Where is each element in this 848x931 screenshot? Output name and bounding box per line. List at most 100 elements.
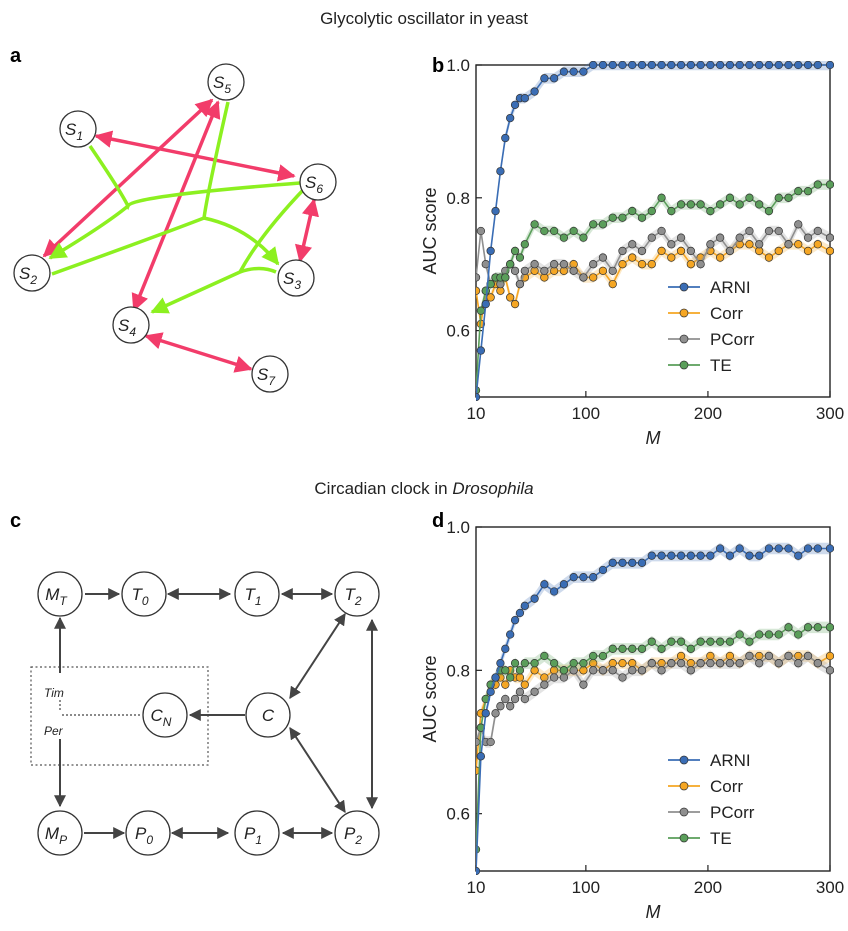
network-a-node-s4: S4	[112, 306, 150, 344]
data-point	[667, 61, 676, 70]
data-point	[813, 61, 822, 70]
node-label: S5	[213, 73, 231, 96]
legend-marker	[679, 781, 689, 791]
data-point	[589, 273, 598, 282]
series-band	[476, 238, 830, 330]
data-point	[598, 266, 608, 275]
data-point	[510, 694, 520, 704]
series-corr	[476, 238, 834, 330]
network-c-node-t0: T0	[121, 571, 167, 617]
data-point	[510, 266, 520, 275]
data-point	[559, 260, 569, 269]
data-point	[506, 630, 515, 639]
node-label-base: T	[344, 585, 356, 604]
legend: ARNI Corr PCorr TE	[668, 751, 755, 848]
node-label-sub: 2	[354, 594, 362, 608]
data-point	[764, 544, 774, 553]
data-point	[784, 61, 793, 70]
data-point	[696, 200, 705, 209]
panel-label-b: b	[432, 55, 444, 77]
data-point	[608, 61, 617, 70]
legend-marker	[679, 755, 689, 765]
x-axis-label: M	[646, 428, 661, 448]
data-point	[637, 666, 647, 675]
data-point	[667, 551, 676, 560]
data-point	[794, 551, 803, 560]
y-tick-label: 1.0	[446, 56, 470, 75]
data-point	[530, 260, 539, 269]
node-label: C	[262, 706, 275, 725]
data-point	[530, 594, 539, 603]
data-point	[515, 666, 525, 675]
node-label-sub: T	[59, 594, 68, 608]
data-point	[745, 61, 754, 70]
data-point	[676, 246, 686, 256]
node-circle	[112, 306, 150, 344]
series-pcorr	[476, 650, 834, 748]
network-c-node-p0: P0	[125, 810, 171, 856]
series-te	[476, 179, 834, 396]
data-point	[755, 200, 764, 209]
data-point	[647, 233, 656, 242]
data-point	[589, 260, 598, 269]
data-point	[510, 659, 520, 668]
data-point	[608, 666, 617, 675]
data-point	[618, 61, 627, 70]
data-point	[686, 200, 695, 209]
data-point	[501, 273, 510, 282]
top-title: Glycolytic oscillator in yeast	[320, 9, 528, 28]
node-label-base: S	[65, 120, 77, 139]
network-c-node-p2: P2	[334, 810, 380, 856]
data-point	[515, 279, 525, 289]
data-point	[706, 659, 715, 668]
node-label: S2	[19, 264, 37, 287]
data-point	[825, 61, 834, 70]
data-point	[589, 666, 598, 675]
node-circle	[334, 810, 380, 856]
data-point	[813, 180, 822, 189]
data-point	[476, 286, 481, 295]
network-a-node-s2: S2	[13, 254, 51, 292]
series-te	[476, 621, 834, 856]
data-point	[549, 226, 559, 236]
edge-s4-s7	[144, 332, 253, 373]
data-point	[715, 544, 725, 553]
data-point	[686, 61, 695, 70]
data-point	[481, 299, 490, 309]
node-label-base: P	[135, 824, 147, 843]
data-point	[764, 651, 774, 661]
data-point	[510, 299, 520, 309]
edge-branch-s3	[203, 216, 280, 266]
node-label: S3	[283, 269, 301, 292]
edge-branch-s2	[48, 204, 130, 260]
data-point	[628, 253, 637, 262]
data-point	[579, 659, 588, 668]
data-point	[825, 623, 834, 632]
legend-marker	[679, 833, 689, 843]
data-point	[530, 687, 539, 696]
data-point	[510, 100, 520, 109]
legend-label: Corr	[710, 304, 743, 323]
data-point	[618, 213, 627, 222]
x-tick-label: 200	[694, 878, 722, 897]
data-point	[520, 601, 529, 610]
data-point	[608, 213, 617, 222]
node-circle	[207, 63, 245, 101]
legend-label: TE	[710, 356, 732, 375]
x-tick-label: 10	[467, 404, 486, 423]
node-label: S7	[257, 365, 276, 388]
data-point	[501, 133, 510, 143]
data-point	[506, 113, 515, 123]
data-point	[745, 226, 754, 236]
data-point	[774, 544, 783, 553]
data-point	[515, 253, 525, 262]
data-point	[735, 659, 744, 668]
data-point	[725, 659, 735, 668]
data-point	[476, 306, 486, 315]
data-point	[725, 551, 735, 560]
data-point	[569, 659, 578, 668]
data-point	[476, 346, 486, 355]
